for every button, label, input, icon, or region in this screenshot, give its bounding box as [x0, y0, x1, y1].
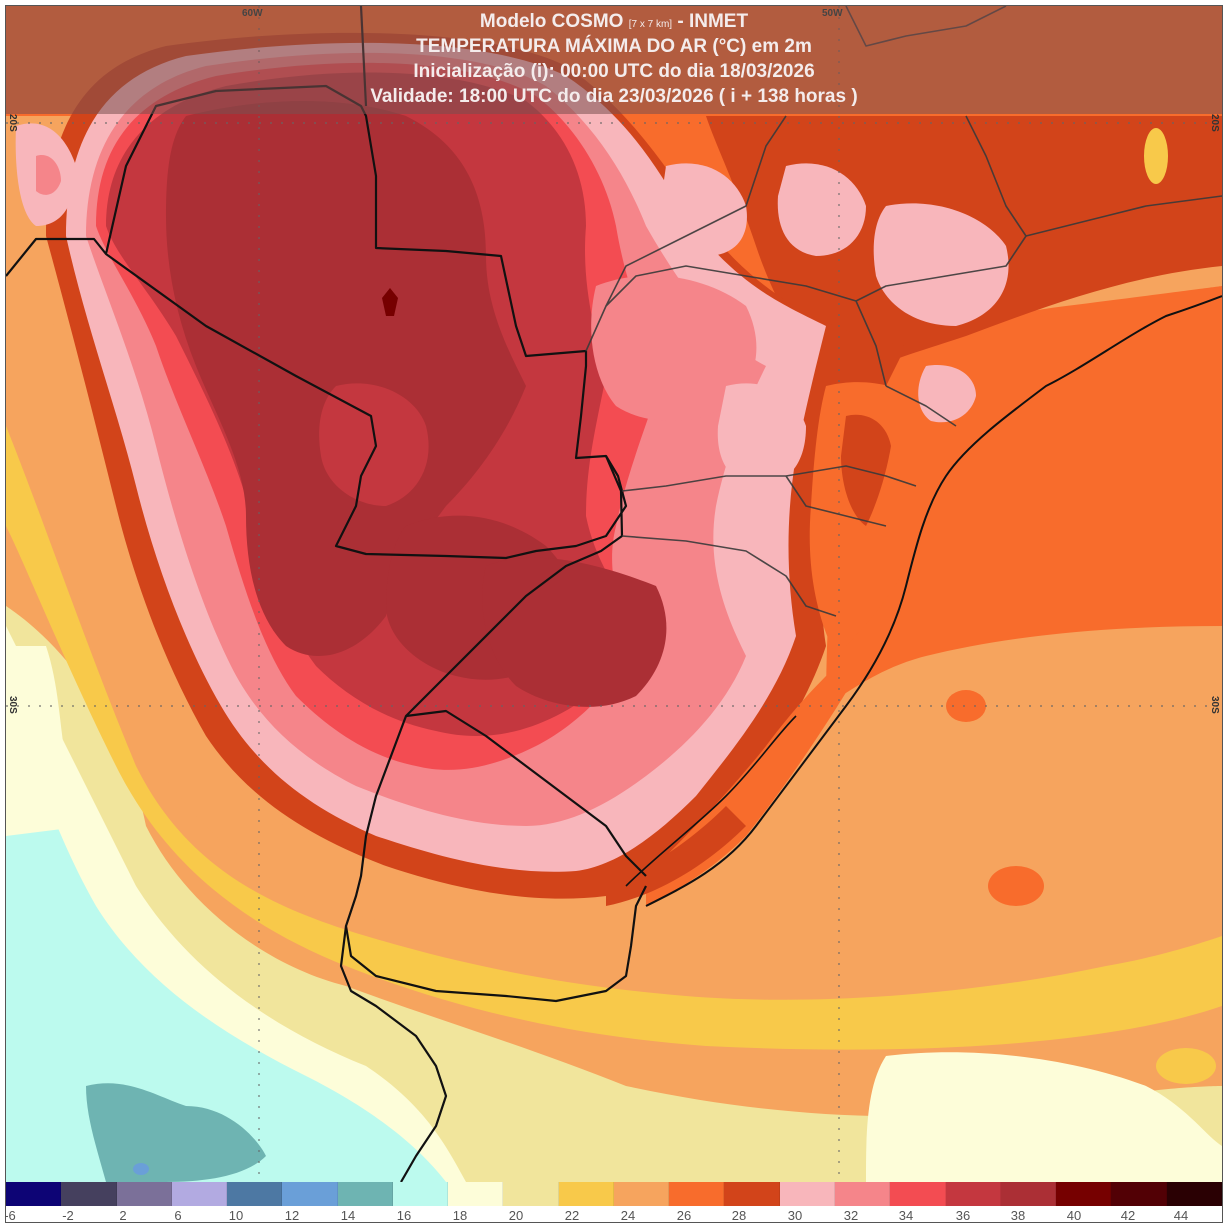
colorbar-swatch	[6, 1182, 62, 1206]
colorbar-tick: 20	[508, 1208, 524, 1223]
colorbar-tick: 42	[1120, 1208, 1136, 1223]
colorbar-tick: 22	[564, 1208, 580, 1223]
colorbar-swatch	[669, 1182, 725, 1206]
colorbar-tick: 44	[1173, 1208, 1189, 1223]
colorbar-tick: 24	[620, 1208, 636, 1223]
colorbar-swatch	[613, 1182, 670, 1206]
lat-label-20s-right: 20S	[1209, 114, 1220, 132]
lon-label-60w: 60W	[242, 8, 263, 19]
lat-label-20s-left: 20S	[7, 114, 18, 132]
colorbar-swatch	[448, 1182, 504, 1206]
colorbar-swatch	[171, 1182, 228, 1206]
title-line-variable: TEMPERATURA MÁXIMA DO AR (°C) em 2m	[416, 36, 812, 57]
colorbar-swatch	[834, 1182, 891, 1206]
colorbar-tick: 36	[955, 1208, 971, 1223]
colorbar-swatch	[116, 1182, 172, 1206]
colorbar-swatch	[503, 1182, 559, 1206]
colorbar-tick: 40	[1066, 1208, 1082, 1223]
colorbar-tick: 34	[898, 1208, 914, 1223]
title-overlay: Modelo COSMO [7 x 7 km] - INMET TEMPERAT…	[6, 6, 1222, 114]
colorbar-tick: 30	[787, 1208, 803, 1223]
colorbar-tick: 18	[452, 1208, 468, 1223]
colorbar-swatch	[337, 1182, 393, 1206]
title-line-model: Modelo COSMO [7 x 7 km] - INMET	[6, 10, 1222, 37]
colorbar-swatch	[392, 1182, 449, 1206]
colorbar-swatch	[945, 1182, 1001, 1206]
colorbar-tick-labels: -6 -2 2 6 10 12 14 16 18 20 22 24 26 28 …	[5, 1206, 1222, 1223]
colorbar-swatch	[1056, 1182, 1112, 1206]
model-name: Modelo COSMO	[479, 11, 629, 32]
colorbar-tick: 14	[340, 1208, 356, 1223]
colorbar	[6, 1182, 1222, 1206]
temperature-field	[6, 6, 1222, 1182]
colorbar-tick: 26	[676, 1208, 692, 1223]
colorbar-swatch	[1000, 1182, 1057, 1206]
colorbar-swatch	[227, 1182, 283, 1206]
colorbar-tick: -2	[62, 1208, 74, 1223]
colorbar-swatch	[1166, 1182, 1222, 1206]
colorbar-tick: 16	[396, 1208, 412, 1223]
lat-label-30s-left: 30S	[7, 696, 18, 714]
colorbar-swatch	[890, 1182, 946, 1206]
map-figure: Modelo COSMO [7 x 7 km] - INMET TEMPERAT…	[5, 5, 1223, 1223]
colorbar-tick: 32	[843, 1208, 859, 1223]
colorbar-swatch	[61, 1182, 117, 1206]
temperature-map: Modelo COSMO [7 x 7 km] - INMET TEMPERAT…	[6, 6, 1222, 1182]
colorbar-tick: 10	[228, 1208, 244, 1223]
lat-label-30s-right: 30S	[1209, 696, 1220, 714]
institution-name: - INMET	[672, 11, 749, 32]
colorbar-tick: 2	[119, 1208, 127, 1223]
title-line-validity: Validade: 18:00 UTC do dia 23/03/2026 ( …	[370, 86, 858, 107]
colorbar-tick: 28	[731, 1208, 747, 1223]
colorbar-tick: 12	[284, 1208, 300, 1223]
colorbar-tick: 38	[1010, 1208, 1026, 1223]
colorbar-swatch	[282, 1182, 338, 1206]
lon-label-50w: 50W	[822, 8, 843, 19]
colorbar-swatch	[779, 1182, 835, 1206]
colorbar-swatch	[724, 1182, 780, 1206]
title-line-initialization: Inicialização (i): 00:00 UTC do dia 18/0…	[413, 61, 815, 82]
colorbar-tick: 6	[174, 1208, 182, 1223]
model-resolution: [7 x 7 km]	[628, 19, 673, 30]
colorbar-swatch	[1111, 1182, 1167, 1206]
colorbar-swatch	[558, 1182, 614, 1206]
colorbar-tick: -6	[5, 1208, 16, 1223]
